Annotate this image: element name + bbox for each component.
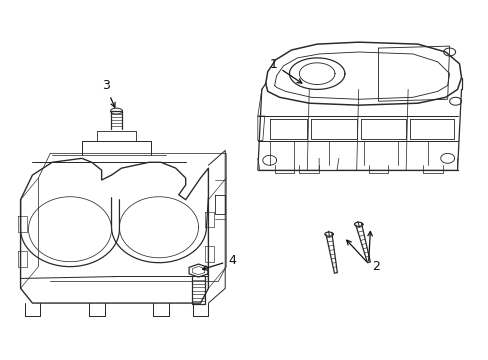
Text: 4: 4 [202,254,236,270]
Text: 1: 1 [269,58,301,83]
Text: 3: 3 [102,80,115,107]
Text: 2: 2 [372,260,380,273]
